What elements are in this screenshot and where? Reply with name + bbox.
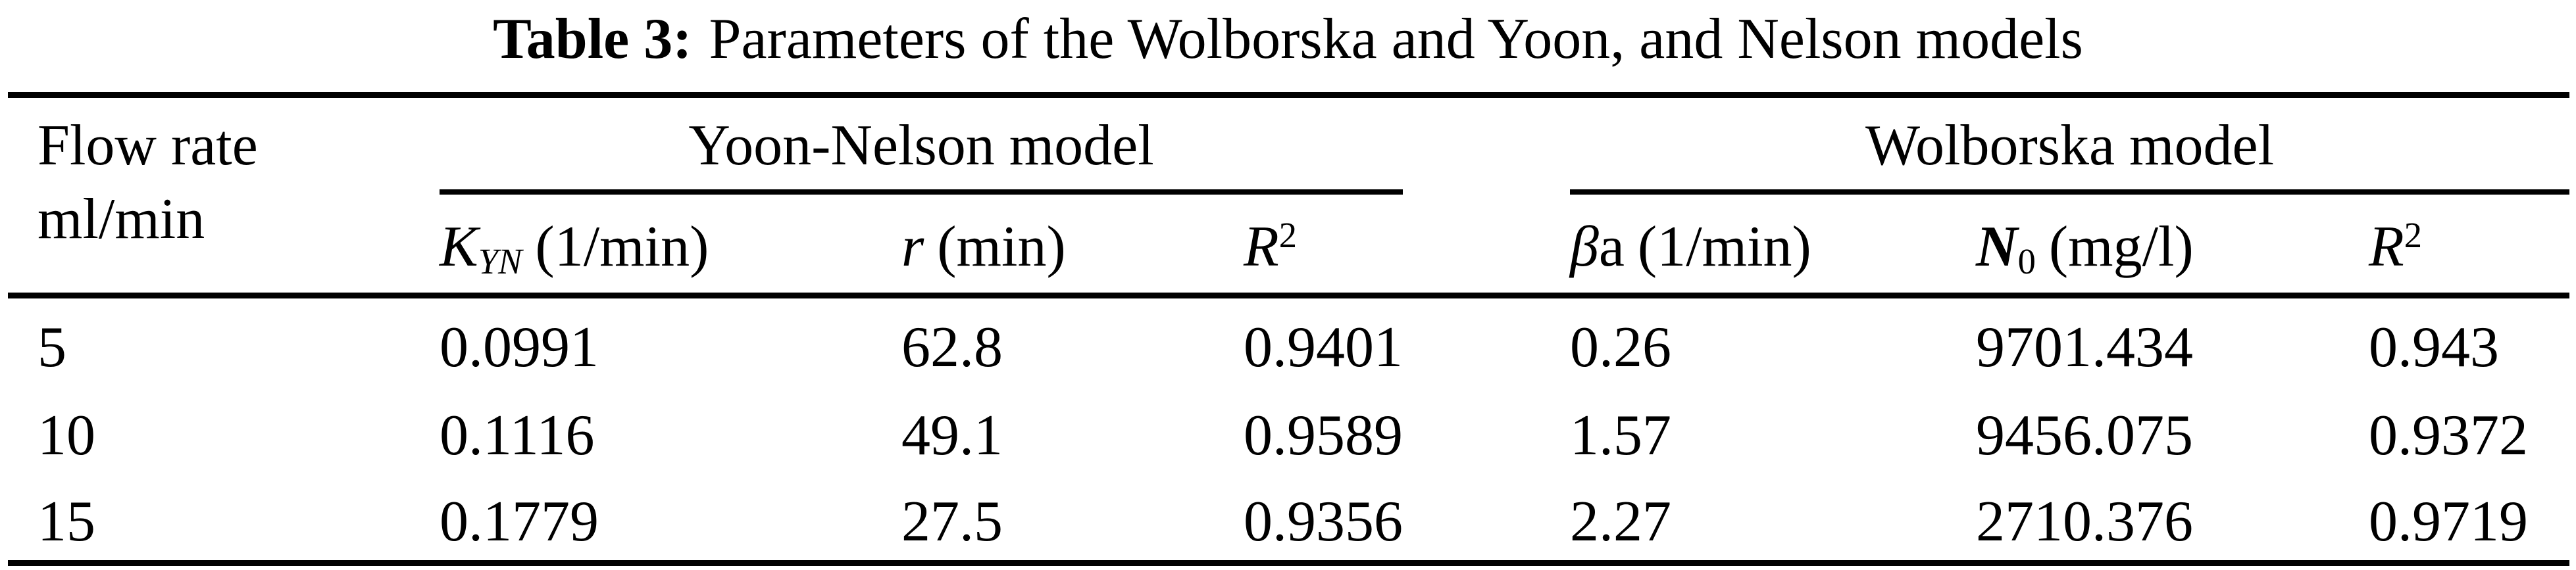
subheader-beta-a: βa (1/min) — [1570, 215, 1976, 279]
kyn-cell: 0.1779 — [440, 490, 599, 554]
table-top-rule — [8, 92, 2569, 98]
group-header-row: Flow rate Yoon-Nelson model Wolborska mo… — [8, 114, 2569, 178]
table-row: 5 0.0991 62.8 0.9401 0.26 9701.434 0.943 — [8, 316, 2569, 379]
kyn-subscript: YN — [478, 241, 522, 281]
table-header-rule — [8, 293, 2569, 298]
beta-a-cell: 1.57 — [1570, 404, 1671, 467]
r-symbol: r — [901, 215, 924, 279]
yoon-nelson-group-rule — [440, 189, 1403, 195]
col-header-flow-rate-unit: ml/min — [38, 187, 205, 251]
r2-w-superscript: 2 — [2404, 214, 2423, 255]
subheader-empty — [8, 217, 440, 277]
r-cell: 27.5 — [901, 490, 1003, 554]
n0-unit: (mg/l) — [2048, 215, 2194, 279]
r-cell: 62.8 — [901, 316, 1003, 379]
n0-symbol: N — [1976, 215, 2018, 279]
table-row: 15 0.1779 27.5 0.9356 2.27 2710.376 0.97… — [8, 490, 2569, 554]
r2-yn-cell: 0.9401 — [1244, 316, 1403, 379]
beta-a-cell: 2.27 — [1570, 490, 1671, 554]
n0-cell: 9701.434 — [1976, 316, 2193, 379]
flow-rate-cell: 15 — [38, 490, 95, 554]
r2-w-symbol: R — [2369, 215, 2404, 279]
table-row: 10 0.1116 49.1 0.9589 1.57 9456.075 0.93… — [8, 404, 2569, 467]
subheader-r: r (min) — [901, 215, 1244, 279]
flow-rate-cell: 5 — [38, 316, 66, 379]
n0-cell: 2710.376 — [1976, 490, 2193, 554]
beta-a-cell: 0.26 — [1570, 316, 1671, 379]
table-caption-label: Table 3: — [493, 7, 692, 71]
table-caption-text: Parameters of the Wolborska and Yoon, an… — [709, 7, 2083, 71]
r2-yn-symbol: R — [1244, 215, 1279, 279]
beta-suffix: a — [1598, 215, 1625, 279]
r2-yn-cell: 0.9589 — [1244, 404, 1403, 467]
kyn-cell: 0.0991 — [440, 316, 599, 379]
subheader-kyn: KYN (1/min) — [440, 215, 901, 280]
subheader-n0: N0 (mg/l) — [1976, 215, 2369, 280]
group-header-gap — [1403, 116, 1570, 176]
r2-yn-superscript: 2 — [1278, 214, 1298, 255]
table-caption: Table 3: Parameters of the Wolborska and … — [0, 9, 2576, 70]
subheader-r2-yn: R2 — [1244, 214, 1570, 279]
wolborska-group-rule — [1570, 189, 2569, 195]
r2-w-cell: 0.943 — [2369, 316, 2499, 379]
flow-rate-cell: 10 — [38, 404, 95, 467]
r2-w-cell: 0.9719 — [2369, 490, 2528, 554]
col-header-flow-rate: Flow rate — [38, 114, 258, 178]
kyn-symbol: K — [440, 215, 478, 279]
table-bottom-rule — [8, 560, 2569, 566]
group-header-wolborska: Wolborska model — [1865, 114, 2275, 178]
kyn-unit: (1/min) — [535, 215, 709, 279]
kyn-cell: 0.1116 — [440, 404, 595, 467]
r2-yn-cell: 0.9356 — [1244, 490, 1403, 554]
r-unit: (min) — [937, 215, 1066, 279]
subheader-r2-w: R2 — [2369, 214, 2569, 279]
group-header-yoon-nelson: Yoon-Nelson model — [688, 114, 1154, 178]
beta-symbol: β — [1570, 215, 1599, 279]
beta-unit: (1/min) — [1637, 215, 1811, 279]
r-cell: 49.1 — [901, 404, 1003, 467]
subheader-row: KYN (1/min) r (min) R2 βa (1/min) N0 (mg/l) … — [8, 214, 2569, 280]
n0-cell: 9456.075 — [1976, 404, 2193, 467]
r2-w-cell: 0.9372 — [2369, 404, 2528, 467]
n0-subscript: 0 — [2017, 241, 2036, 281]
